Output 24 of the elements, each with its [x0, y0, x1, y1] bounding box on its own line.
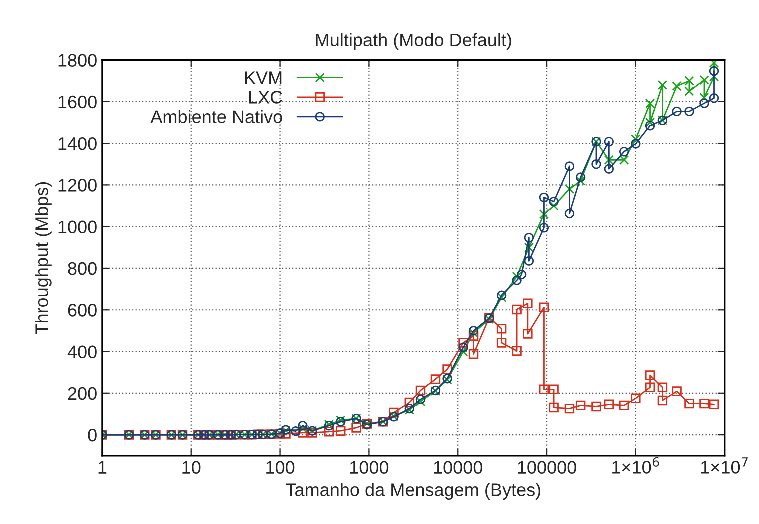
x-tick-label: 10: [182, 461, 201, 474]
legend-label: Ambiente Nativo: [150, 110, 282, 124]
y-axis-title: Throughput (Mbps): [35, 182, 52, 334]
y-tick-label: 1200: [58, 179, 97, 192]
legend-label: KVM: [245, 72, 282, 84]
y-tick-label: 400: [68, 346, 97, 358]
y-tick-label: 600: [68, 304, 97, 317]
x-tick-label: 100000: [518, 461, 576, 474]
y-tick-label: 800: [68, 262, 97, 276]
x-tick-label: 1×10$^{6}$: [612, 457, 660, 474]
x-tick-label: 100: [266, 461, 295, 474]
y-tick-label: 0: [88, 428, 97, 442]
y-tick-label: 1600: [58, 96, 97, 109]
x-tick-label: 1×10$^{7}$: [701, 458, 748, 474]
y-tick-label: 1400: [58, 137, 97, 150]
y-tick-label: 1000: [58, 220, 97, 234]
y-tick-label: 1800: [58, 54, 97, 67]
x-tick-label: 1: [98, 461, 107, 474]
x-axis-title: Tamanho da Mensagem (Bytes): [286, 483, 540, 500]
x-tick-label: 10000: [434, 461, 483, 474]
x-tick-label: 1000: [350, 461, 389, 474]
y-tick-label: 200: [68, 387, 97, 400]
chart-title: Multipath (Modo Default): [316, 33, 512, 50]
legend-label: LXC: [249, 91, 282, 104]
